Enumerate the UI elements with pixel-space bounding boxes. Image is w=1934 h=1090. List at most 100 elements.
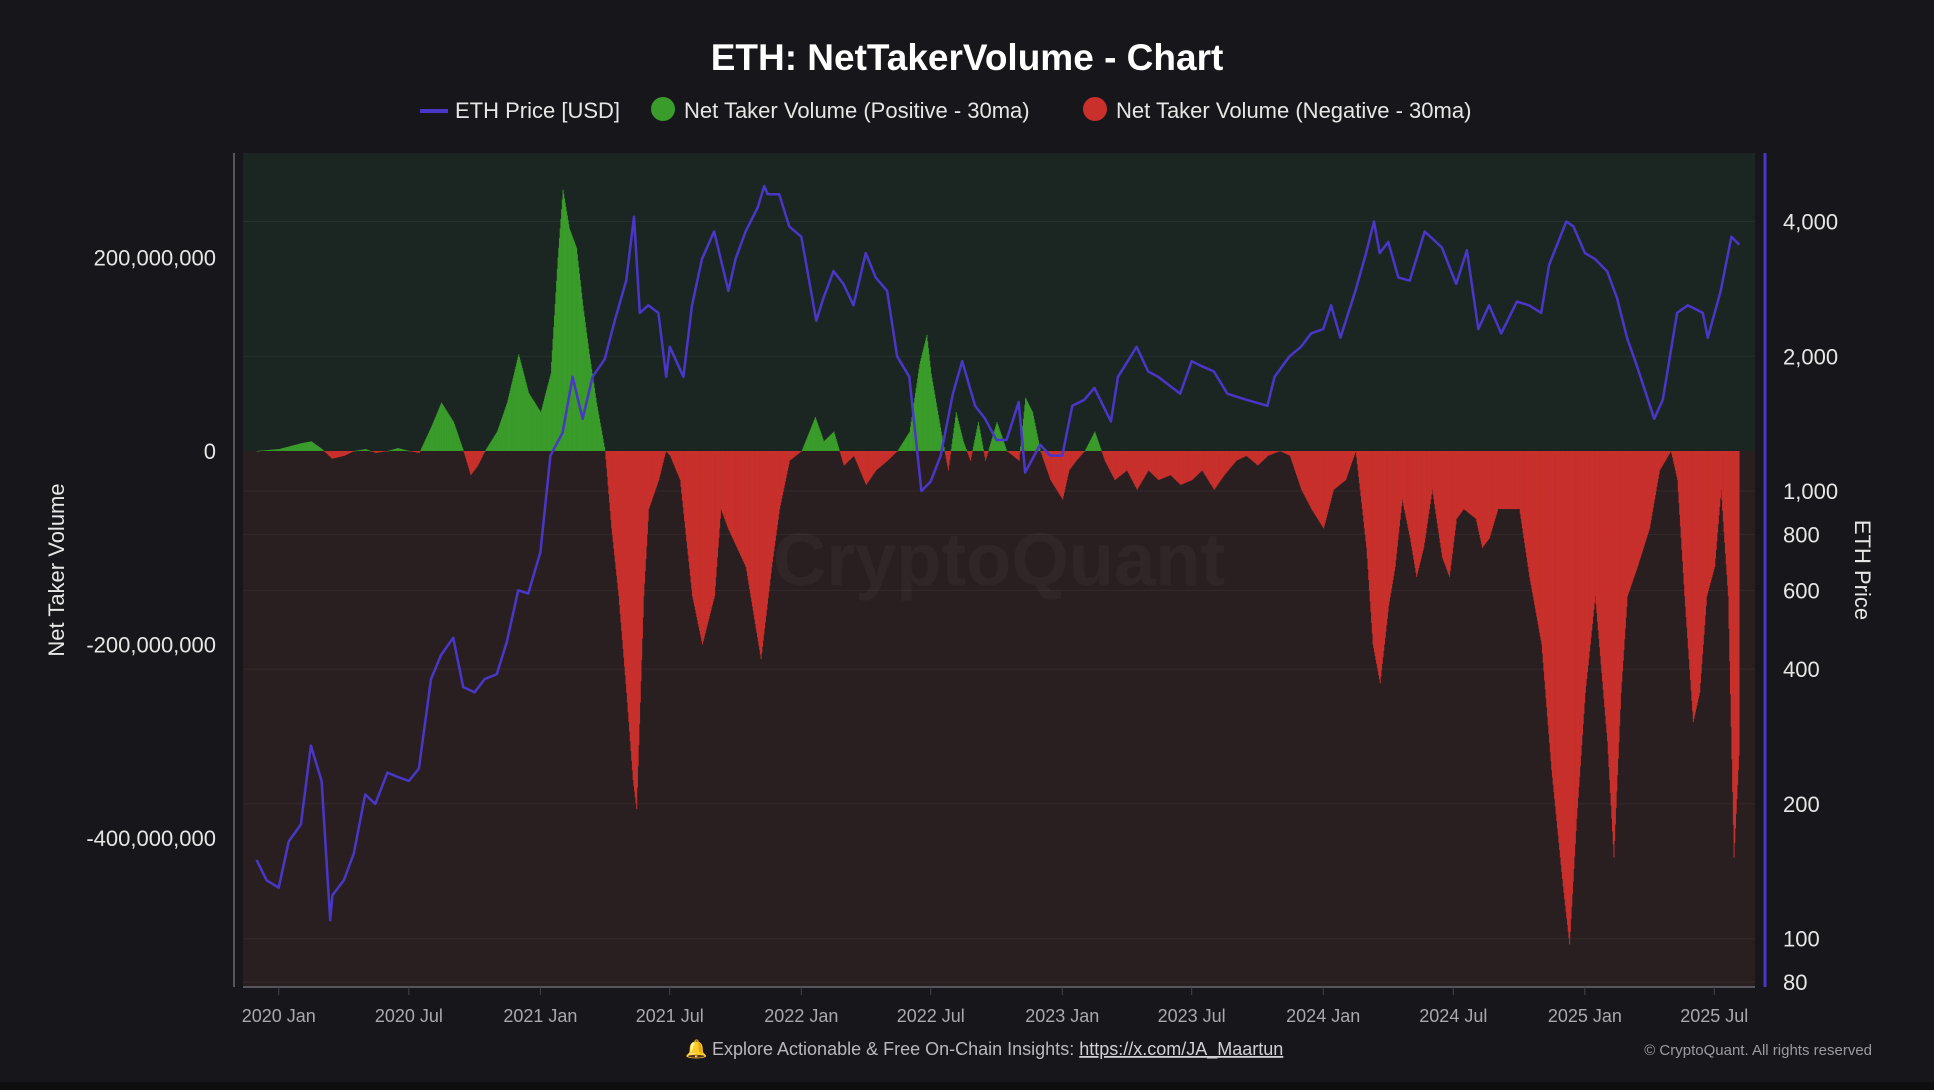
- bar-positive: [821, 435, 823, 451]
- bar-negative: [348, 450, 350, 454]
- bar-negative: [652, 450, 654, 497]
- bar-negative: [1268, 450, 1270, 456]
- bar-negative: [1611, 450, 1613, 819]
- bar-positive: [423, 442, 425, 451]
- bar-positive: [504, 408, 506, 451]
- bar-negative: [1332, 450, 1334, 493]
- bar-negative: [641, 450, 643, 660]
- bar-negative: [1424, 450, 1426, 543]
- bar-negative: [1045, 450, 1047, 468]
- bar-negative: [333, 450, 335, 459]
- legend-dot-positive: [651, 97, 675, 121]
- bar-negative: [849, 450, 851, 460]
- bar-positive: [312, 442, 314, 451]
- bar-negative: [636, 450, 638, 809]
- bar-positive: [977, 421, 979, 451]
- bar-negative: [1444, 450, 1446, 564]
- legend-item-positive[interactable]: Net Taker Volume (Positive - 30ma): [651, 97, 1030, 123]
- bar-negative: [1503, 450, 1505, 510]
- bar-negative: [720, 450, 722, 510]
- bar-positive: [1032, 412, 1034, 451]
- bar-negative: [347, 450, 349, 455]
- footer-link[interactable]: https://x.com/JA_Maartun: [1079, 1039, 1283, 1060]
- bar-positive: [909, 431, 911, 451]
- bar-negative: [1281, 450, 1283, 452]
- bar-negative: [792, 450, 794, 459]
- bar-negative: [1205, 450, 1207, 478]
- bar-negative: [1368, 450, 1370, 591]
- bar-negative: [1502, 450, 1504, 510]
- net-taker-volume-bars: [256, 189, 1740, 945]
- bar-positive: [920, 361, 922, 451]
- bar-negative: [375, 450, 377, 453]
- bar-negative: [1207, 450, 1209, 480]
- bar-positive: [929, 360, 931, 451]
- bar-negative: [668, 450, 670, 455]
- bar-positive: [395, 448, 398, 451]
- negative-zone: [243, 450, 1755, 987]
- bar-positive: [830, 434, 832, 451]
- bar-negative: [862, 450, 864, 477]
- bar-negative: [351, 450, 353, 453]
- bar-negative: [1052, 450, 1054, 484]
- bar-negative: [1203, 450, 1205, 473]
- bar-negative: [1447, 450, 1449, 573]
- bar-negative: [1612, 450, 1614, 832]
- bar-positive: [315, 444, 317, 451]
- bar-negative: [1060, 450, 1062, 496]
- bar-negative: [1337, 450, 1339, 487]
- bar-negative: [1524, 450, 1526, 548]
- bar-positive: [960, 432, 962, 451]
- bar-positive: [1670, 450, 1672, 452]
- bar-negative: [719, 450, 721, 529]
- bar-negative: [1199, 450, 1201, 473]
- bar-negative: [1496, 450, 1498, 512]
- bar-positive: [275, 449, 277, 451]
- bar-positive: [531, 398, 533, 451]
- bar-positive: [429, 429, 431, 451]
- bar-negative: [1656, 450, 1658, 487]
- bar-negative: [658, 450, 660, 481]
- bar-negative: [1601, 450, 1603, 673]
- bar-negative: [1318, 450, 1320, 522]
- bar-negative: [1205, 450, 1207, 477]
- bar-positive: [264, 450, 266, 451]
- bar-negative: [1604, 450, 1606, 708]
- bar-positive: [302, 442, 304, 451]
- bar-negative: [1060, 450, 1062, 498]
- bar-negative: [688, 450, 690, 562]
- bar-negative: [1692, 450, 1694, 712]
- bar-negative: [1208, 450, 1210, 482]
- bar-positive: [955, 412, 957, 451]
- bar-negative: [1418, 450, 1420, 569]
- bar-negative: [1539, 450, 1541, 637]
- bar-negative: [1298, 450, 1300, 482]
- bar-negative: [610, 450, 612, 520]
- bar-negative: [1145, 450, 1147, 476]
- bar-negative: [1130, 450, 1132, 479]
- bar-positive: [563, 198, 566, 451]
- bar-positive: [516, 360, 518, 451]
- bar-positive: [834, 434, 836, 451]
- legend-label: ETH Price [USD]: [455, 98, 620, 123]
- bar-negative: [1526, 450, 1528, 558]
- legend-item-negative[interactable]: Net Taker Volume (Negative - 30ma): [1083, 97, 1471, 123]
- bar-positive: [1092, 435, 1094, 451]
- bar-negative: [624, 450, 626, 667]
- bar-negative: [1511, 450, 1513, 510]
- bar-negative: [1345, 450, 1347, 481]
- bar-negative: [842, 450, 844, 464]
- bar-negative: [1218, 450, 1220, 483]
- bar-negative: [703, 450, 705, 639]
- bar-positive: [301, 443, 303, 451]
- bar-negative: [1316, 450, 1318, 519]
- bar-negative: [1183, 450, 1185, 484]
- bar-negative: [1543, 450, 1545, 672]
- bar-positive: [433, 419, 435, 451]
- bar-negative: [1190, 450, 1192, 481]
- legend-item-eth-price[interactable]: ETH Price [USD]: [420, 98, 620, 123]
- bar-negative: [1333, 450, 1335, 490]
- bar-negative: [782, 450, 784, 496]
- bar-negative: [1233, 450, 1235, 465]
- bar-negative: [784, 450, 786, 482]
